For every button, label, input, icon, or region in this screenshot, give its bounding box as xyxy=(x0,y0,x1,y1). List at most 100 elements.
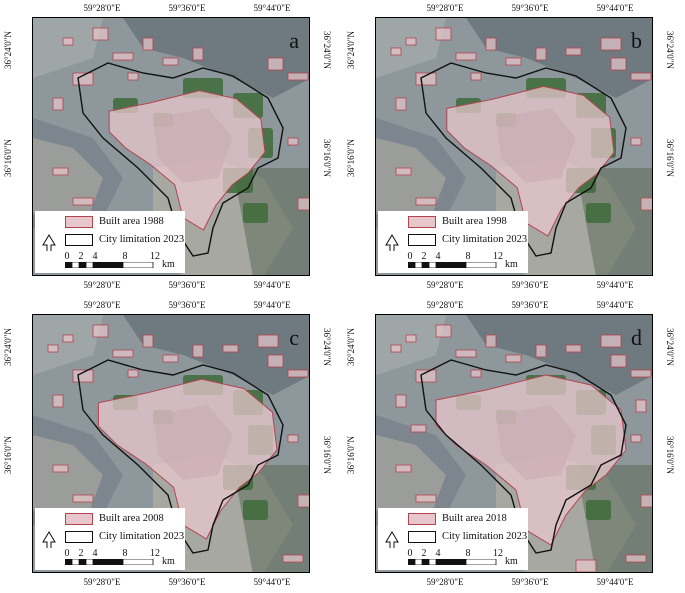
built-patch xyxy=(192,47,204,61)
built-patch xyxy=(267,57,284,71)
built-patch xyxy=(162,354,179,363)
northern-mountains xyxy=(123,18,309,98)
built-patch xyxy=(72,197,94,206)
north-west-plain xyxy=(33,18,103,78)
scale-mark: 4 xyxy=(435,251,441,262)
scale-mark: 8 xyxy=(465,548,471,559)
built-patch xyxy=(390,47,402,56)
scale-mark: 12 xyxy=(493,548,503,559)
built-patch xyxy=(395,97,407,111)
built-patch xyxy=(52,394,64,408)
built-patch xyxy=(625,554,647,563)
lat-tick-left: 36°24'0"N xyxy=(346,31,356,69)
built-patch xyxy=(112,349,134,358)
lon-tick-top: 59°28'0"E xyxy=(83,3,121,13)
built-patch xyxy=(565,47,582,56)
city-limit-boundary xyxy=(77,62,284,257)
built-patch xyxy=(282,554,304,563)
city-limit-swatch xyxy=(408,531,436,543)
built-area-swatch xyxy=(65,216,93,228)
lon-tick-top: 59°36'0"E xyxy=(511,300,549,310)
lon-tick-bottom: 59°36'0"E xyxy=(168,280,206,290)
lat-tick-right: 36°24'0"N xyxy=(322,31,332,69)
lat-tick-left: 36°16'0"N xyxy=(346,139,356,177)
built-patch xyxy=(505,57,522,66)
built-patch xyxy=(52,464,69,473)
built-area-label: Built area 1998 xyxy=(442,216,507,227)
scale-mark: 2 xyxy=(421,251,427,262)
built-patch xyxy=(127,72,139,81)
built-patch xyxy=(52,167,69,176)
built-area-swatch xyxy=(65,513,93,525)
scale-mark: 2 xyxy=(78,548,84,559)
built-patch xyxy=(640,494,652,508)
south-east-fields xyxy=(576,168,652,275)
lon-tick-top: 59°44'0"E xyxy=(253,3,291,13)
map-legend: Built area 1998 City limitation 2023 xyxy=(378,211,528,273)
built-patch xyxy=(575,559,597,572)
vegetation-patch xyxy=(586,500,611,520)
scale-mark: 4 xyxy=(92,548,98,559)
city-limit-swatch xyxy=(65,531,93,543)
scale-mark: 0 xyxy=(64,548,70,559)
lat-tick-right: 36°24'0"N xyxy=(665,31,675,69)
lon-tick-bottom: 59°36'0"E xyxy=(511,577,549,587)
built-patch xyxy=(287,137,299,146)
built-patch xyxy=(610,354,627,368)
built-patch xyxy=(470,369,482,378)
map-legend: Built area 2018 City limitation 2023 xyxy=(378,508,528,570)
lon-tick-bottom: 59°28'0"E xyxy=(426,280,464,290)
panel-letter: b xyxy=(631,28,642,53)
built-patch xyxy=(257,334,279,348)
built-patch xyxy=(535,344,547,358)
lat-tick-right: 36°24'0"N xyxy=(322,328,332,366)
city-limit-label: City limitation 2023 xyxy=(99,234,185,245)
scale-mark: 4 xyxy=(92,251,98,262)
built-patch xyxy=(565,344,582,353)
panel-letter: a xyxy=(289,28,299,53)
lat-tick-left: 36°16'0"N xyxy=(3,139,13,177)
satellite-map: c Built area 2008 City limitation 2023 xyxy=(32,314,310,573)
map-panel-b: 59°28'0"E 59°36'0"E 59°44'0"E 59°28'0"E 59°3… xyxy=(343,0,685,296)
lon-tick-bottom: 59°44'0"E xyxy=(253,280,291,290)
map-panel-d: 59°28'0"E 59°36'0"E 59°44'0"E 59°28'0"E 59°3… xyxy=(343,297,685,593)
built-patch xyxy=(600,334,622,348)
built-patch xyxy=(640,197,652,211)
scale-unit: km xyxy=(505,259,518,270)
scale-bar: 0 2 4 8 12 km xyxy=(35,251,185,273)
city-limit-boundary xyxy=(420,359,627,554)
built-patch xyxy=(267,354,284,368)
built-area-swatch xyxy=(408,216,436,228)
built-patch xyxy=(635,399,647,413)
lon-tick-bottom: 59°44'0"E xyxy=(253,577,291,587)
scale-bar-graphic xyxy=(408,559,497,565)
lon-tick-top: 59°44'0"E xyxy=(596,300,634,310)
city-limit-label: City limitation 2023 xyxy=(99,531,185,542)
panel-letter: c xyxy=(289,325,299,350)
scale-mark: 2 xyxy=(78,251,84,262)
built-patch xyxy=(630,72,652,81)
urban-core xyxy=(496,405,576,480)
built-patch xyxy=(162,57,179,66)
scale-mark: 12 xyxy=(150,548,160,559)
built-patch xyxy=(395,394,407,408)
south-east-fields xyxy=(233,465,309,572)
lat-tick-left: 36°24'0"N xyxy=(3,328,13,366)
vegetation-patch xyxy=(243,500,268,520)
built-patch xyxy=(287,434,299,443)
built-patch xyxy=(52,97,64,111)
built-patch xyxy=(390,344,402,353)
scale-mark: 0 xyxy=(64,251,70,262)
lat-tick-right: 36°16'0"N xyxy=(665,436,675,474)
lon-tick-top: 59°44'0"E xyxy=(253,300,291,310)
scale-mark: 4 xyxy=(435,548,441,559)
scale-mark: 0 xyxy=(407,251,413,262)
urban-core xyxy=(153,108,233,183)
scale-mark: 2 xyxy=(421,548,427,559)
scale-mark: 8 xyxy=(122,548,128,559)
built-patch xyxy=(435,324,452,338)
built-patch xyxy=(297,494,309,508)
scale-mark: 8 xyxy=(465,251,471,262)
lon-tick-bottom: 59°44'0"E xyxy=(596,577,634,587)
lon-tick-top: 59°28'0"E xyxy=(426,300,464,310)
